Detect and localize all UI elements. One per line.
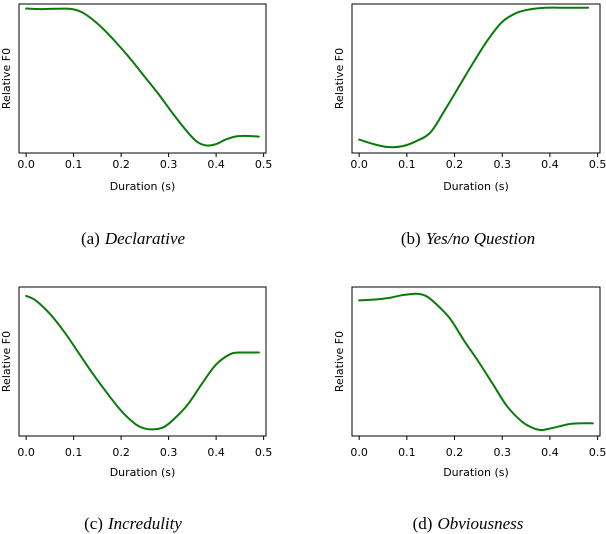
x-tick-label: 0.3: [493, 446, 511, 459]
x-tick-label: 0.1: [398, 158, 416, 171]
caption-prefix: (d): [413, 514, 433, 533]
caption-label: Incredulity: [107, 514, 182, 533]
x-tick-label: 0.1: [65, 158, 83, 171]
x-axis-label: Duration (s): [110, 180, 176, 193]
caption-prefix: (c): [84, 514, 103, 533]
panel-caption: (b) Yes/no Question: [401, 229, 535, 248]
y-axis-label: Relative F0: [333, 331, 346, 392]
series-line-1: [25, 294, 260, 431]
caption-label: Yes/no Question: [426, 229, 535, 248]
x-tick-label: 0.1: [65, 446, 83, 459]
caption-label: Declarative: [104, 229, 186, 248]
x-tick-label: 0.4: [541, 158, 559, 171]
chart-panel-2: 0.0 0.1 0.2 0.3 0.4 0.5 Duration (s) Relative F…: [333, 3, 606, 248]
axes-frame: [351, 3, 601, 154]
y-axis-label: Relative F0: [333, 48, 346, 109]
axes-frame: [18, 286, 267, 437]
x-axis-label: Duration (s): [443, 466, 509, 479]
x-tick-label: 0.4: [207, 158, 225, 171]
axes-frame: [18, 3, 267, 154]
x-tick-label: 0.0: [17, 158, 35, 171]
x-tick-label: 0.0: [350, 158, 368, 171]
panel-caption: (a) Declarative: [81, 229, 186, 248]
series-line-1: [358, 6, 590, 149]
series-line-1: [25, 7, 260, 147]
series-line-1: [358, 292, 594, 432]
caption-label: Obviousness: [437, 514, 523, 533]
x-tick-label: 0.2: [112, 158, 130, 171]
x-tick-label: 0.0: [350, 446, 368, 459]
x-tick-label: 0.5: [255, 158, 273, 171]
axes-frame: [351, 286, 601, 437]
x-tick-label: 0.0: [17, 446, 35, 459]
panel-caption: (d) Obviousness: [413, 514, 524, 533]
x-tick-label: 0.2: [112, 446, 130, 459]
chart-panel-4: 0.0 0.1 0.2 0.3 0.4 0.5 Duration (s) Relative F…: [333, 286, 606, 533]
x-tick-label: 0.5: [589, 158, 606, 171]
x-axis-label: Duration (s): [110, 466, 176, 479]
y-axis-label: Relative F0: [0, 331, 13, 392]
x-tick-label: 0.3: [493, 158, 511, 171]
x-tick-label: 0.4: [207, 446, 225, 459]
x-tick-label: 0.3: [160, 446, 178, 459]
x-tick-label: 0.3: [160, 158, 178, 171]
x-tick-label: 0.2: [446, 158, 464, 171]
caption-prefix: (b): [401, 229, 421, 248]
y-axis-label: Relative F0: [0, 48, 13, 109]
x-tick-label: 0.2: [446, 446, 464, 459]
x-tick-label: 0.4: [541, 446, 559, 459]
x-axis-label: Duration (s): [443, 180, 509, 193]
x-tick-label: 0.5: [255, 446, 273, 459]
caption-prefix: (a): [81, 229, 100, 248]
x-tick-label: 0.5: [589, 446, 606, 459]
chart-panel-3: 0.0 0.1 0.2 0.3 0.4 0.5 Duration (s) Relative F…: [0, 286, 273, 533]
x-tick-label: 0.1: [398, 446, 416, 459]
panel-caption: (c) Incredulity: [84, 514, 182, 533]
chart-panel-1: 0.0 0.1 0.2 0.3 0.4 0.5 Duration (s) Relative F…: [0, 3, 273, 248]
